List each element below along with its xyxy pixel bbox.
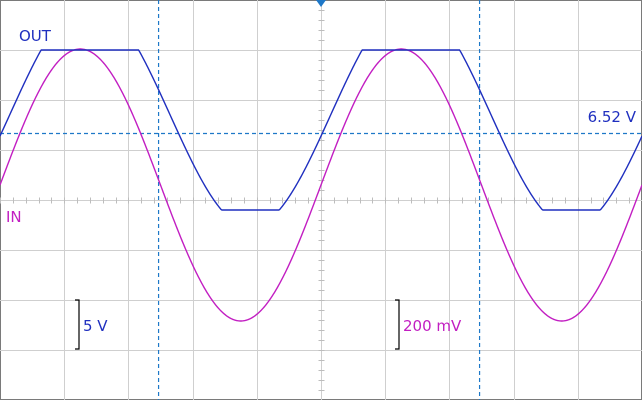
scale-bracket-out [75,299,80,350]
scale-label-out: 5 V [83,317,108,335]
series-label-in: IN [6,208,22,226]
series-label-out: OUT [19,27,52,45]
trace-in [0,48,642,322]
scale-bracket-in [395,299,400,350]
trace-out [0,49,642,211]
cursor-voltage-readout: 6.52 V [588,108,637,126]
trigger-position-marker[interactable] [316,0,326,7]
scale-label-in: 200 mV [403,317,462,335]
